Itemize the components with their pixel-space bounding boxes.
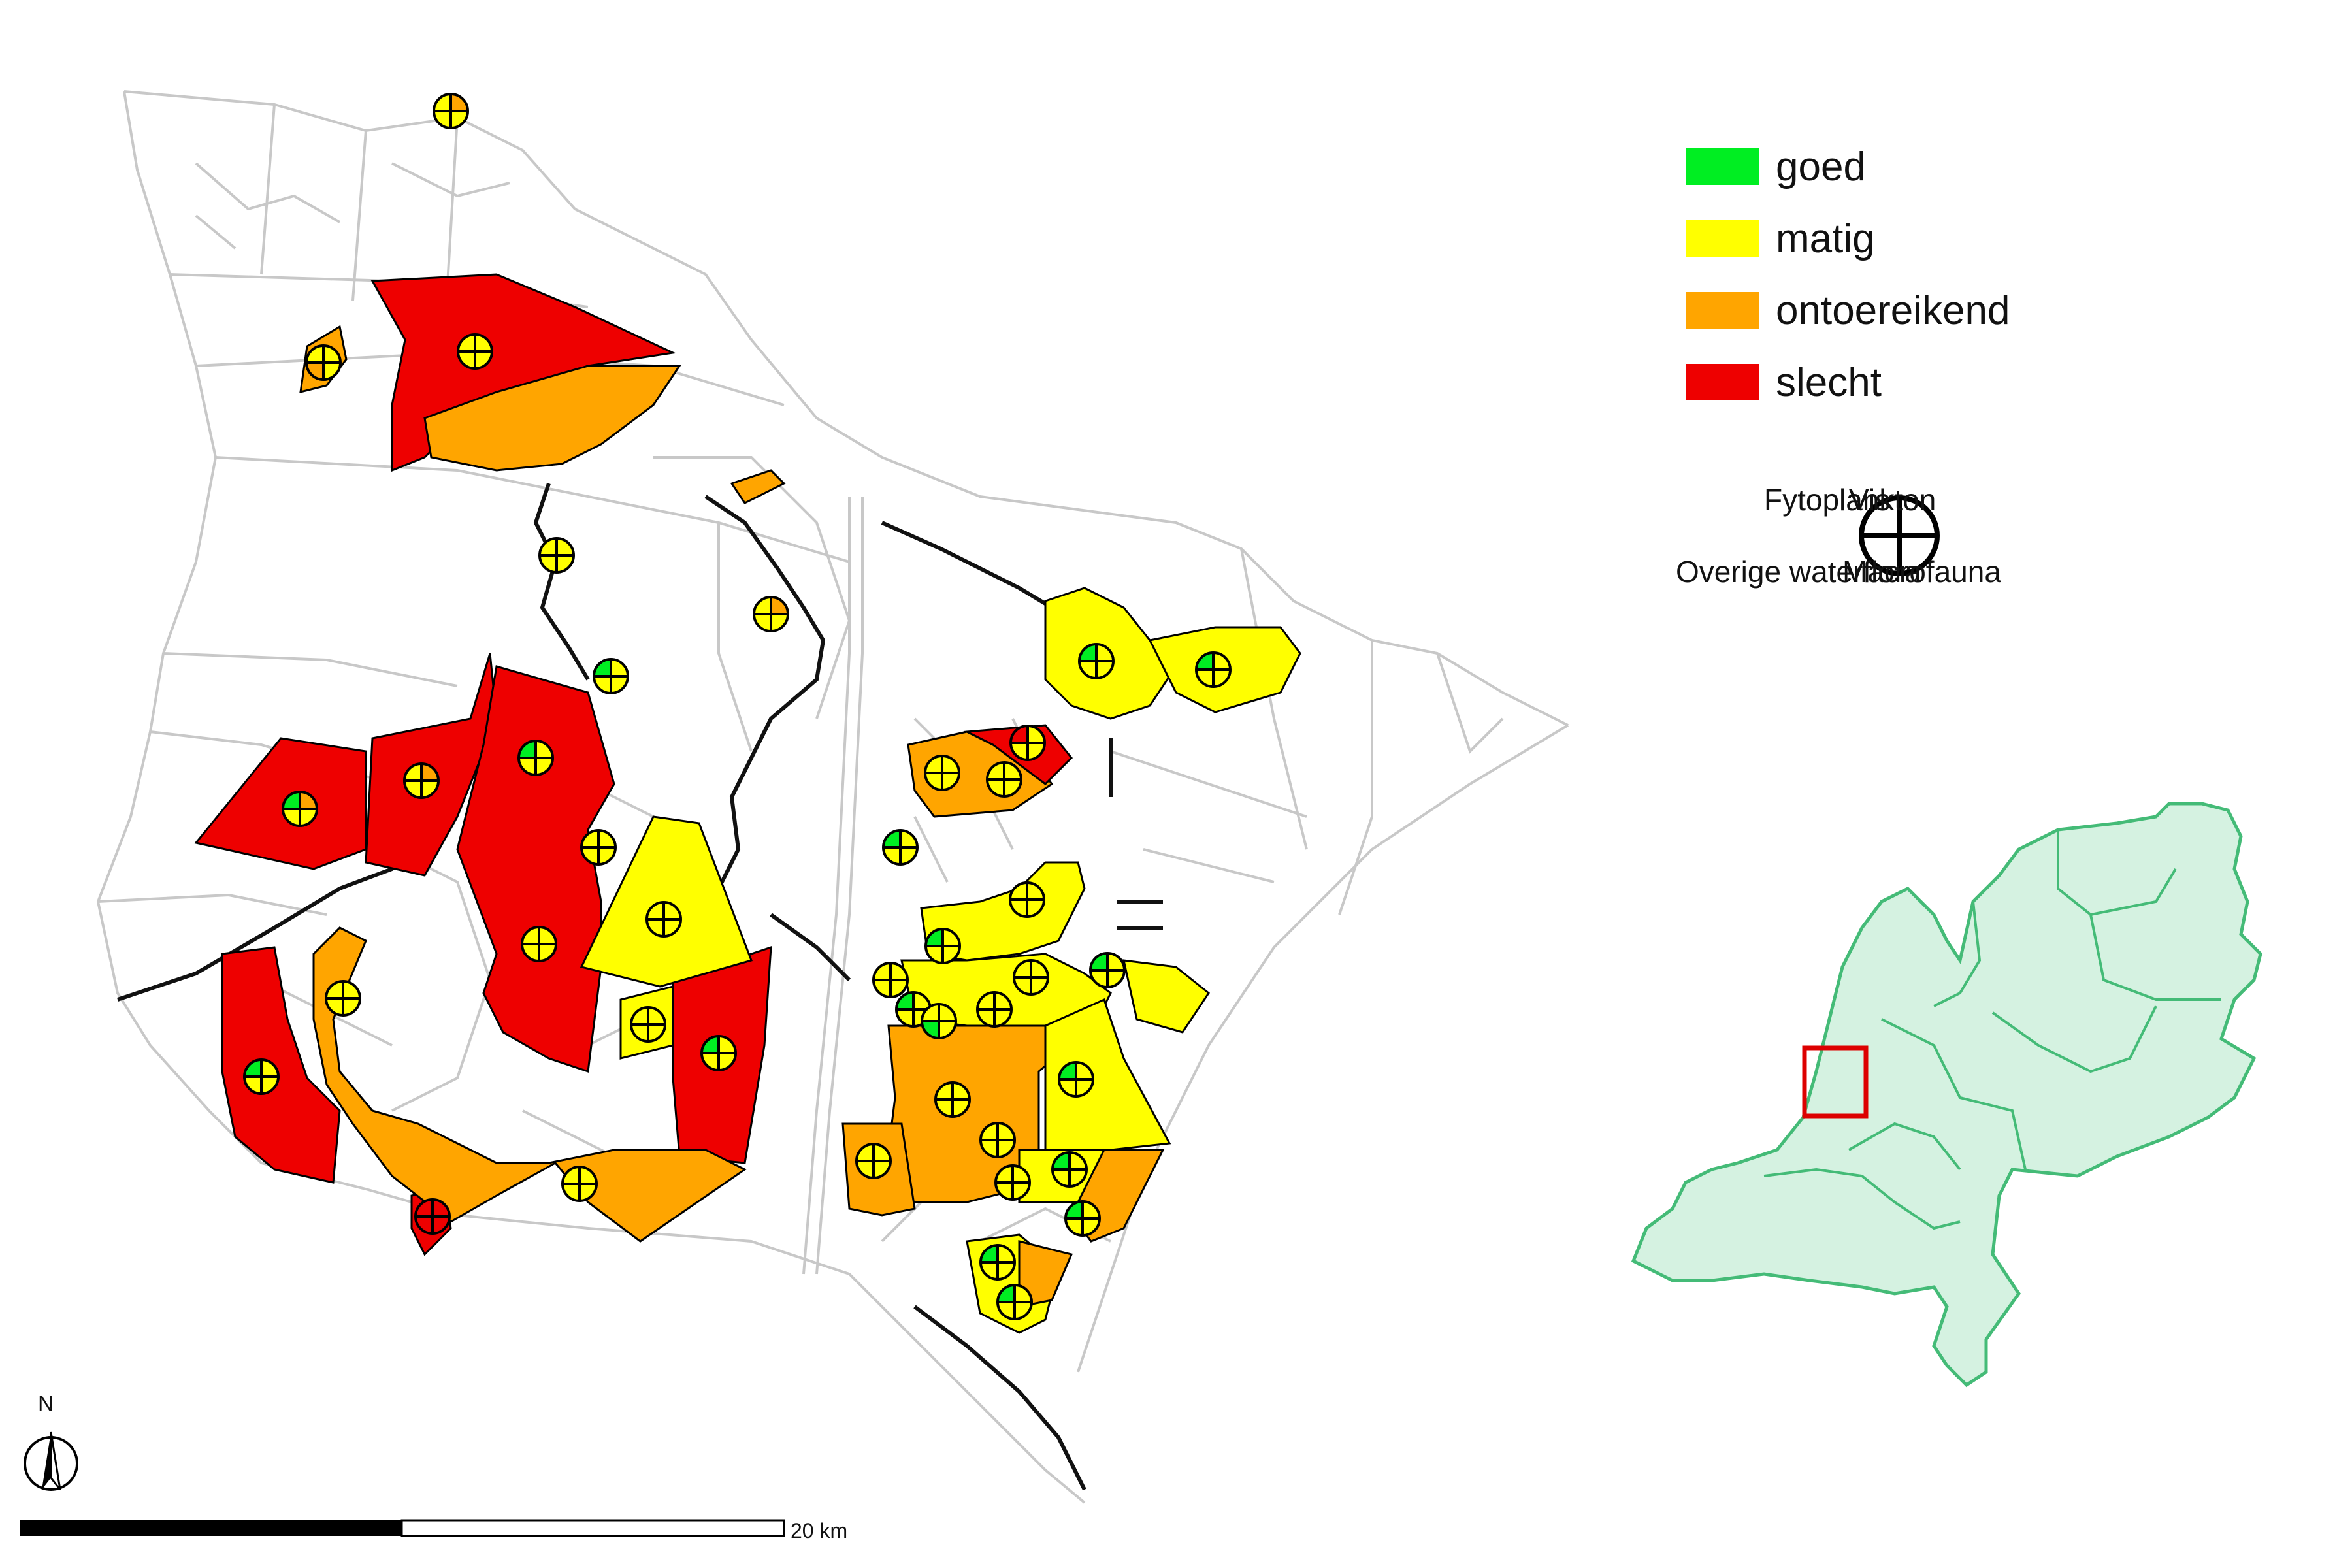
quality-symbol <box>994 1164 1031 1201</box>
legend-swatch <box>1686 292 1759 329</box>
quality-symbol <box>521 926 557 962</box>
quality-symbol <box>979 1122 1016 1158</box>
quality-symbol <box>561 1166 598 1202</box>
quality-symbol <box>325 980 361 1017</box>
legend-swatch <box>1686 148 1759 185</box>
quality-symbol <box>1089 952 1126 988</box>
quality-symbol <box>921 1003 957 1039</box>
legend-label: goed <box>1776 144 1866 189</box>
quality-symbol <box>934 1081 971 1118</box>
quality-symbol <box>433 93 469 129</box>
quality-symbol <box>1009 881 1045 918</box>
quality-symbol <box>700 1035 737 1071</box>
symbol-legend-top-right: Vis <box>1849 483 1891 517</box>
legend-item-matig: matig <box>1686 203 2010 274</box>
quality-symbol <box>924 928 961 964</box>
quality-symbol <box>1058 1061 1094 1098</box>
legend-label: slecht <box>1776 359 1882 405</box>
quality-symbol <box>593 658 629 694</box>
quality-symbol <box>895 991 932 1028</box>
north-arrow-label: N <box>38 1392 54 1416</box>
legend-item-slecht: slecht <box>1686 346 2010 418</box>
quality-symbol <box>538 537 575 574</box>
quality-symbol <box>517 740 554 776</box>
symbol-legend-top-left: Fytoplankton <box>1764 483 1936 517</box>
symbol-legend-icon <box>1859 495 1940 576</box>
quality-symbol <box>979 1244 1016 1281</box>
quality-symbol <box>243 1058 280 1095</box>
symbol-legend-bottom-left: Overige waterflora <box>1676 555 1921 589</box>
quality-symbol <box>976 991 1013 1028</box>
quality-legend: goed matig ontoereikend slecht <box>1686 131 2010 418</box>
legend-item-ontoereikend: ontoereikend <box>1686 274 2010 346</box>
quality-symbol <box>1195 651 1232 688</box>
quality-symbol <box>1009 725 1046 761</box>
quality-symbol <box>986 761 1022 798</box>
quality-symbol <box>996 1284 1033 1320</box>
quality-symbol <box>855 1143 892 1179</box>
quality-symbol <box>414 1198 451 1235</box>
quality-symbol <box>457 333 493 370</box>
quality-symbol <box>1078 643 1115 679</box>
quality-symbol <box>1064 1200 1101 1237</box>
quality-symbol <box>403 762 440 799</box>
symbol-legend-bottom-right: Macrofauna <box>1842 555 2001 589</box>
north-arrow-icon <box>24 1431 78 1491</box>
quality-symbol <box>872 962 909 998</box>
netherlands-outline <box>1631 802 2262 1388</box>
quality-symbol <box>1051 1151 1088 1188</box>
legend-label: matig <box>1776 216 1875 261</box>
quality-symbol <box>630 1006 666 1043</box>
water-bodies <box>194 273 1301 1334</box>
quality-symbol <box>753 596 789 632</box>
legend-label: ontoereikend <box>1776 287 2010 333</box>
quality-symbol <box>924 755 960 791</box>
inset-map <box>1631 802 2262 1388</box>
legend-item-goed: goed <box>1686 131 2010 203</box>
quality-symbol <box>580 829 617 866</box>
quality-symbol <box>282 791 318 827</box>
quality-symbol <box>645 901 682 938</box>
scale-bar-label: 20 km <box>791 1519 848 1543</box>
quality-symbol <box>882 829 919 866</box>
inset-inner-boundaries <box>1763 830 2221 1230</box>
scale-bar <box>20 1519 785 1537</box>
legend-swatch <box>1686 220 1759 257</box>
quality-symbol <box>305 344 342 381</box>
legend-swatch <box>1686 364 1759 400</box>
quality-symbols <box>243 93 1232 1320</box>
inset-location-box <box>1802 1045 1869 1119</box>
quality-symbol <box>1013 959 1049 996</box>
